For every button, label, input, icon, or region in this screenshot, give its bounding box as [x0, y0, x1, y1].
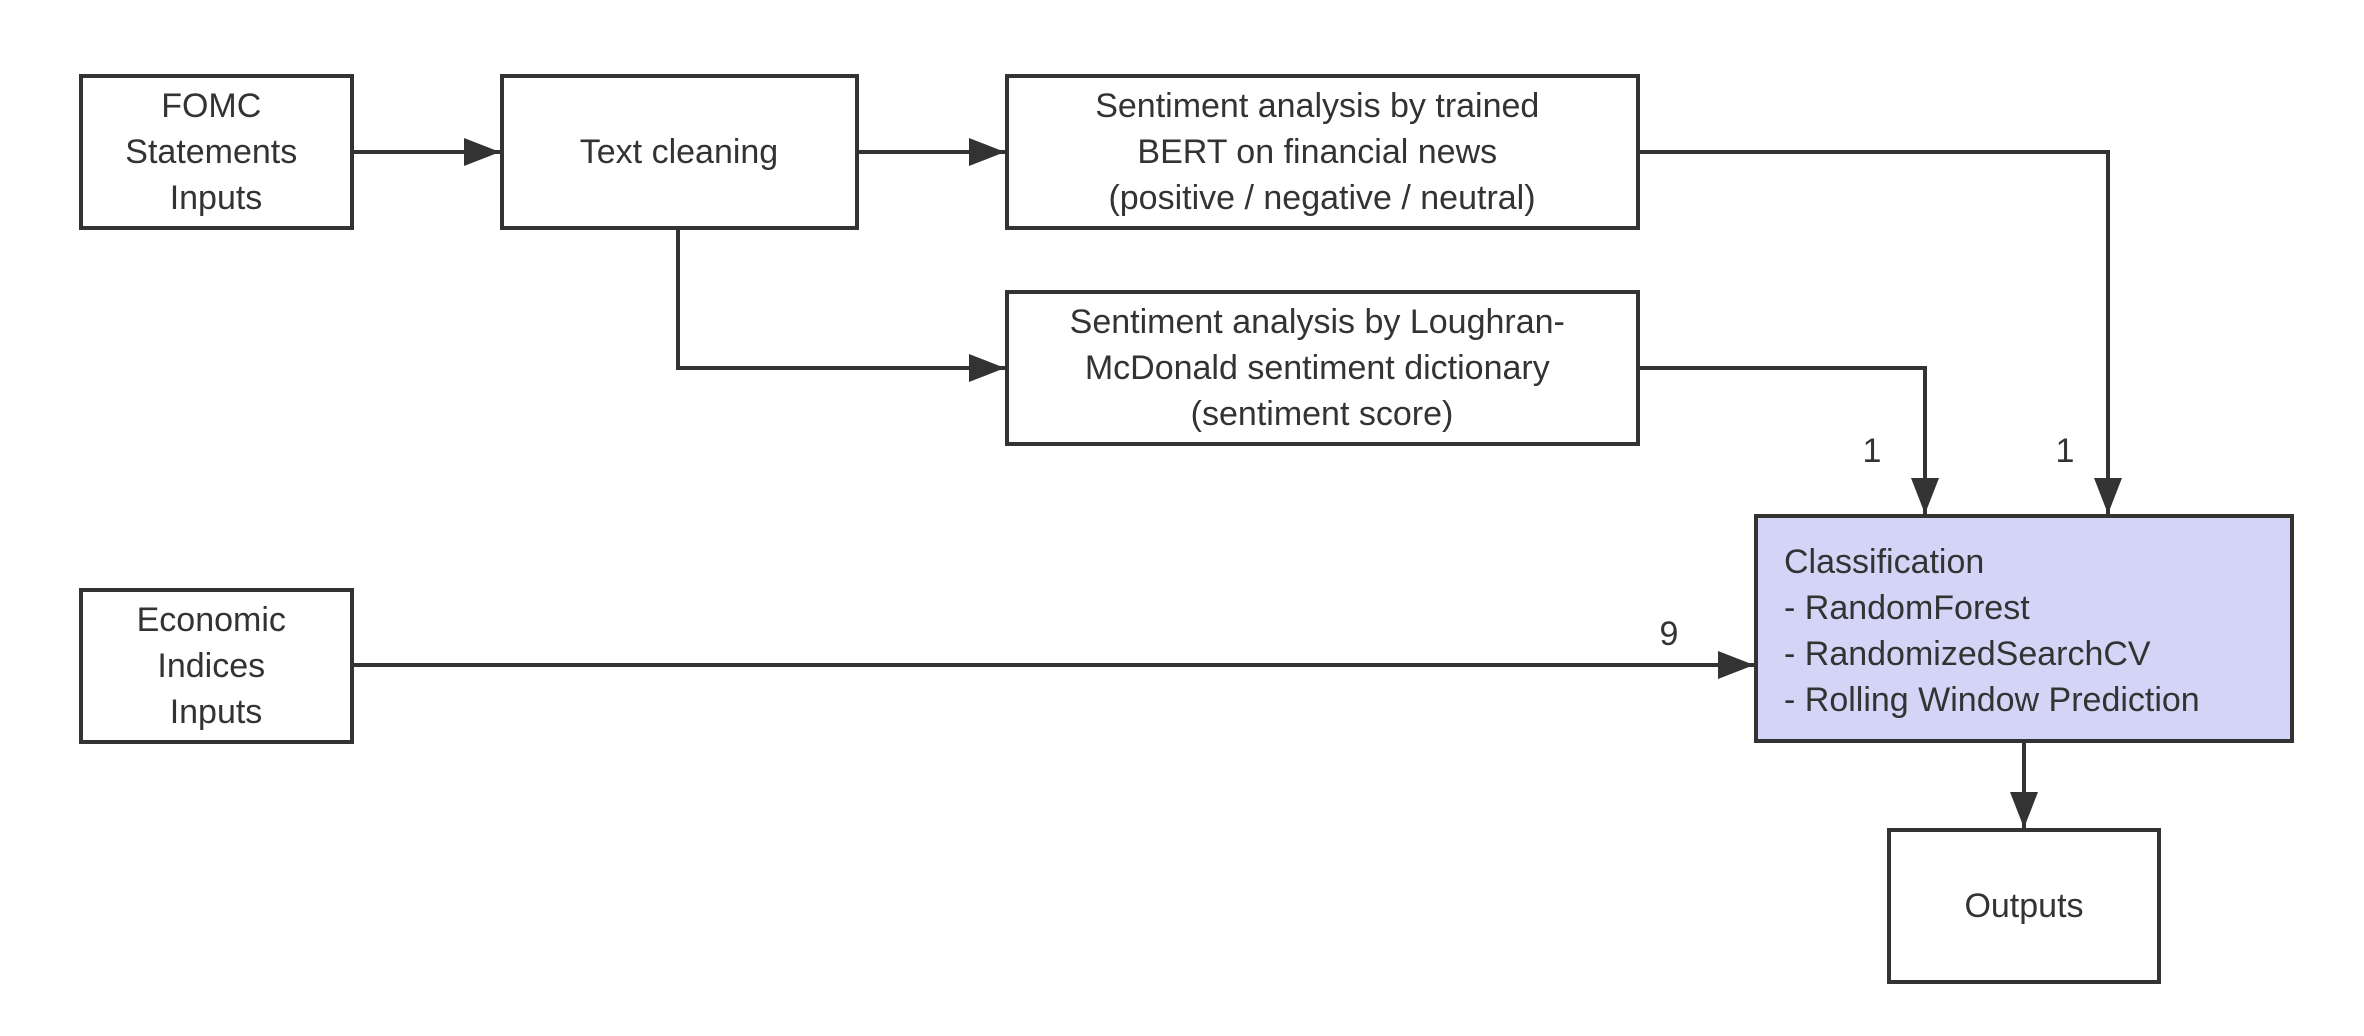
node-economic-inputs: Economic Indices Inputs: [79, 588, 354, 744]
edge-cleaning-to-lm: [676, 228, 1005, 382]
edge-bert-to-classification: [1638, 150, 2122, 514]
node-lm-sentiment-label: Sentiment analysis by Loughran- McDonald…: [1070, 303, 1575, 433]
node-outputs: Outputs: [1887, 828, 2161, 984]
node-outputs-label: Outputs: [1964, 887, 2083, 925]
edge-label-lm-count: 1: [1863, 432, 1882, 470]
node-classification: Classification - RandomForest - Randomiz…: [1754, 514, 2294, 743]
edge-labels: 1 1 9: [1660, 432, 2075, 653]
node-fomc-inputs: FOMC Statements Inputs: [79, 74, 354, 230]
edge-label-bert-count: 1: [2056, 432, 2075, 470]
node-text-cleaning: Text cleaning: [500, 74, 859, 230]
node-bert-sentiment-label: Sentiment analysis by trained BERT on fi…: [1095, 87, 1549, 217]
edge-lm-to-classification: [1638, 366, 1939, 514]
edges: [352, 138, 2122, 828]
node-fomc-inputs-label: FOMC Statements Inputs: [125, 87, 306, 217]
node-bert-sentiment: Sentiment analysis by trained BERT on fi…: [1005, 74, 1640, 230]
edge-label-econ-count: 9: [1660, 615, 1679, 653]
node-lm-sentiment: Sentiment analysis by Loughran- McDonald…: [1005, 290, 1640, 446]
node-economic-inputs-label: Economic Indices Inputs: [137, 601, 296, 731]
node-classification-label: Classification - RandomForest - Randomiz…: [1784, 543, 2200, 719]
node-text-cleaning-label: Text cleaning: [580, 133, 778, 171]
